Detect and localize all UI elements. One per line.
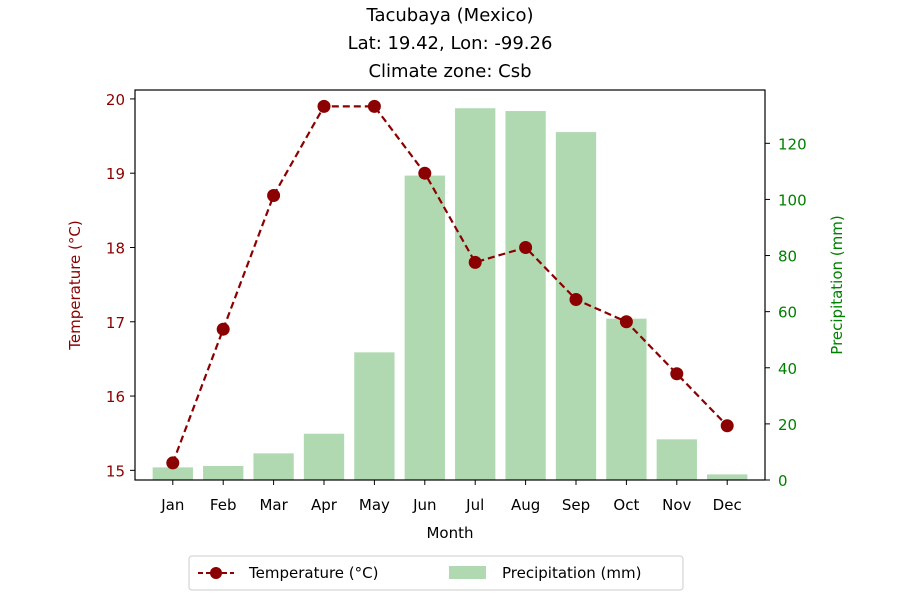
temperature-point-apr	[317, 99, 331, 113]
x-axis: Jan Feb Mar Apr May Jun Jul Aug Sep Oct Nov Dec	[160, 480, 742, 514]
precipitation-bar-oct	[606, 318, 647, 480]
temperature-point-may	[367, 99, 381, 113]
chart-title-line-1: Tacubaya (Mexico)	[365, 5, 533, 26]
temperature-point-jun	[418, 166, 432, 180]
x-tick-label: Oct	[613, 496, 639, 514]
x-tick-label: Sep	[562, 496, 590, 514]
right-tick-label: 100	[778, 191, 807, 209]
left-axis-label: Temperature (°C)	[66, 220, 84, 350]
legend-temperature-marker	[210, 567, 222, 579]
left-tick-label: 15	[106, 462, 125, 480]
temperature-point-mar	[267, 188, 281, 202]
chart-title-line-3: Climate zone: Csb	[368, 61, 531, 82]
temperature-point-dec	[720, 419, 734, 433]
legend-temperature-label: Temperature (°C)	[248, 564, 378, 582]
left-tick-label: 17	[106, 314, 125, 332]
temperature-point-nov	[670, 367, 684, 381]
right-axis: 0 20 40 60 80 100 120	[765, 135, 807, 490]
legend-precipitation-label: Precipitation (mm)	[502, 564, 641, 582]
x-tick-label: Jan	[160, 496, 184, 514]
temperature-point-feb	[216, 322, 230, 336]
x-tick-label: Aug	[511, 496, 540, 514]
x-tick-label: Mar	[259, 496, 288, 514]
legend-box	[188, 555, 684, 591]
right-tick-label: 120	[778, 135, 807, 153]
precipitation-bar-may	[354, 352, 395, 480]
precipitation-bar-apr	[303, 433, 345, 480]
left-tick-label: 20	[106, 91, 125, 109]
left-tick-label: 18	[106, 239, 125, 257]
right-tick-label: 20	[778, 416, 797, 434]
right-axis-label: Precipitation (mm)	[828, 215, 846, 354]
chart-title-line-2: Lat: 19.42, Lon: -99.26	[348, 33, 553, 54]
x-tick-label: Jun	[412, 496, 436, 514]
right-tick-label: 80	[778, 248, 797, 266]
x-tick-label: Dec	[713, 496, 742, 514]
precipitation-bar-feb	[203, 465, 244, 480]
x-axis-label: Month	[426, 524, 473, 542]
precipitation-bar-mar	[253, 453, 294, 480]
right-tick-label: 40	[778, 360, 797, 378]
temperature-point-oct	[619, 315, 633, 329]
x-tick-label: Feb	[210, 496, 237, 514]
temperature-point-jul	[468, 255, 482, 269]
legend-precipitation-swatch	[449, 566, 486, 579]
temperature-point-jan	[166, 456, 180, 470]
temperature-series-line	[171, 105, 728, 464]
right-tick-label: 0	[778, 472, 788, 490]
left-axis: 15 16 17 18 19 20	[106, 91, 135, 480]
precipitation-bar-jan	[152, 467, 193, 480]
legend: Temperature (°C) Precipitation (mm)	[188, 555, 684, 591]
precipitation-bars	[152, 108, 748, 481]
x-tick-label: Jul	[465, 496, 484, 514]
left-tick-label: 16	[106, 388, 125, 406]
precipitation-bar-aug	[505, 111, 546, 481]
precipitation-bar-nov	[656, 439, 697, 480]
precipitation-bar-jun	[404, 175, 445, 480]
right-tick-label: 60	[778, 304, 797, 322]
x-tick-label: May	[359, 496, 390, 514]
x-tick-label: Apr	[311, 496, 338, 514]
precipitation-bar-dec	[707, 474, 748, 480]
temperature-point-sep	[569, 292, 583, 306]
left-tick-label: 19	[106, 165, 125, 183]
precipitation-bar-jul	[455, 108, 496, 480]
plot-frame	[134, 89, 766, 481]
x-tick-label: Nov	[662, 496, 691, 514]
temperature-line	[166, 99, 734, 470]
temperature-point-aug	[519, 240, 533, 254]
